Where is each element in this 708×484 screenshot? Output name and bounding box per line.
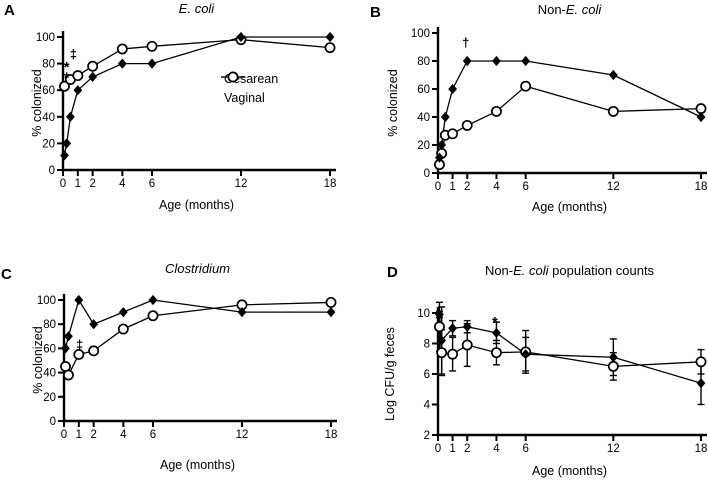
svg-text:6: 6 xyxy=(150,429,156,441)
svg-text:4: 4 xyxy=(120,429,127,441)
legend: Cesarean Vaginal xyxy=(219,69,278,107)
svg-text:†: † xyxy=(462,35,469,50)
panel-a-ylabel: % colonized xyxy=(30,69,44,137)
svg-text:0: 0 xyxy=(424,168,430,180)
svg-text:0: 0 xyxy=(435,181,441,193)
svg-text:*: * xyxy=(492,314,498,331)
panel-d-title: Non-E. coli population counts xyxy=(484,263,655,278)
svg-text:8: 8 xyxy=(424,339,430,351)
svg-text:100: 100 xyxy=(411,28,430,40)
svg-text:2: 2 xyxy=(90,429,96,441)
panel-a-title: E. coli xyxy=(178,1,215,16)
svg-text:20: 20 xyxy=(42,138,55,150)
svg-text:4: 4 xyxy=(493,181,500,193)
svg-text:40: 40 xyxy=(42,112,55,124)
panel-a-xlabel: Age (months) xyxy=(158,198,235,212)
svg-text:12: 12 xyxy=(607,181,620,193)
panel-d-ylabel: Log CFU/g feces xyxy=(383,327,397,421)
svg-text:12: 12 xyxy=(236,429,249,441)
svg-text:60: 60 xyxy=(43,343,56,355)
panel-b-title: Non-E. coli xyxy=(537,2,602,17)
vaginal-circle-icon xyxy=(221,71,245,83)
svg-text:6: 6 xyxy=(149,178,155,190)
svg-text:18: 18 xyxy=(325,429,338,441)
svg-text:80: 80 xyxy=(42,59,55,71)
panel-b: 0 1 2 4 6 12 18 0 20 40 60 80 100 † B Non-E. coli % c… xyxy=(354,0,708,242)
svg-text:100: 100 xyxy=(37,295,56,307)
svg-text:10: 10 xyxy=(417,308,430,320)
svg-text:12: 12 xyxy=(235,178,248,190)
svg-text:80: 80 xyxy=(43,319,56,331)
svg-text:*: * xyxy=(64,59,70,76)
svg-text:0: 0 xyxy=(60,178,66,190)
svg-text:0: 0 xyxy=(50,416,56,428)
svg-text:2: 2 xyxy=(89,178,95,190)
svg-text:60: 60 xyxy=(42,85,55,97)
svg-text:4: 4 xyxy=(493,443,500,455)
svg-text:0: 0 xyxy=(49,165,55,177)
svg-text:1: 1 xyxy=(449,181,455,193)
svg-text:18: 18 xyxy=(324,178,337,190)
svg-text:100: 100 xyxy=(36,32,55,44)
panel-d-letter: D xyxy=(387,264,398,281)
svg-text:1: 1 xyxy=(76,429,82,441)
panel-c-letter: C xyxy=(1,266,12,283)
svg-text:0: 0 xyxy=(61,429,67,441)
svg-text:40: 40 xyxy=(43,368,56,380)
panel-c: 0 1 2 4 6 12 18 0 20 40 60 80 100 ‡ C Clostridium % c… xyxy=(0,242,354,484)
svg-text:1: 1 xyxy=(75,178,81,190)
panel-b-letter: B xyxy=(370,4,381,21)
svg-text:20: 20 xyxy=(417,140,430,152)
panel-c-ylabel: % colonized xyxy=(31,326,45,394)
svg-text:2: 2 xyxy=(424,430,430,442)
svg-text:2: 2 xyxy=(464,443,470,455)
svg-text:2: 2 xyxy=(464,181,470,193)
svg-text:20: 20 xyxy=(43,392,56,404)
svg-text:6: 6 xyxy=(522,443,528,455)
panel-c-xlabel: Age (months) xyxy=(159,458,236,472)
panel-a-letter: A xyxy=(4,2,15,19)
svg-text:4: 4 xyxy=(424,400,431,412)
svg-text:6: 6 xyxy=(522,181,528,193)
svg-text:6: 6 xyxy=(424,369,430,381)
svg-text:60: 60 xyxy=(417,84,430,96)
svg-text:‡: ‡ xyxy=(70,46,77,61)
panel-c-title: Clostridium xyxy=(164,261,230,276)
svg-text:18: 18 xyxy=(695,181,708,193)
svg-text:12: 12 xyxy=(607,443,620,455)
panel-d: 0 1 2 4 6 12 18 2 4 6 8 10 * D Non-E. coli populatio… xyxy=(354,242,708,484)
svg-text:1: 1 xyxy=(449,443,455,455)
panel-b-xlabel: Age (months) xyxy=(531,200,608,214)
svg-text:80: 80 xyxy=(417,56,430,68)
legend-item-vaginal: Vaginal xyxy=(219,71,278,107)
svg-text:18: 18 xyxy=(695,443,708,455)
panel-a: 0 1 2 4 6 12 18 0 20 40 60 80 100 * * ‡ A E. coli % col… xyxy=(0,0,354,242)
svg-text:‡: ‡ xyxy=(76,337,83,352)
svg-text:0: 0 xyxy=(435,443,441,455)
svg-text:40: 40 xyxy=(417,112,430,124)
legend-label-vaginal: Vaginal xyxy=(224,90,265,105)
svg-text:*: * xyxy=(64,70,70,87)
panel-d-xlabel: Age (months) xyxy=(531,464,608,478)
svg-text:4: 4 xyxy=(119,178,126,190)
panel-b-ylabel: % colonized xyxy=(386,69,400,137)
